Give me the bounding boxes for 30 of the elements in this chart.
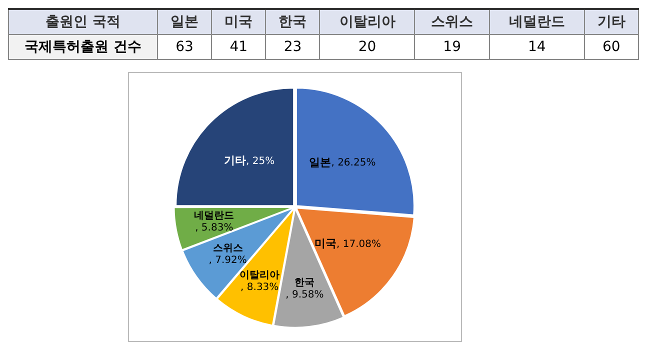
data-label: , 26.25% bbox=[331, 158, 376, 169]
slice-label: 스위스 bbox=[212, 243, 243, 254]
data-label: , 7.92% bbox=[208, 255, 247, 266]
slice-label: 일본 bbox=[309, 156, 332, 169]
data-label: 63 bbox=[158, 34, 212, 60]
category-label: 이탈리아 bbox=[320, 9, 415, 34]
category-label: 기타 bbox=[584, 9, 638, 34]
data-label: , 25% bbox=[246, 156, 275, 167]
data-label: 14 bbox=[489, 34, 584, 60]
text: 국제특허출원 건수 bbox=[8, 34, 158, 60]
category-label: 한국 bbox=[266, 9, 320, 34]
slice-label: 네덜란드 bbox=[194, 210, 234, 222]
slice-label: 이탈리아 bbox=[240, 270, 280, 281]
data-label: 23 bbox=[266, 34, 320, 60]
data-label: , 5.83% bbox=[195, 222, 234, 234]
category-label: 미국 bbox=[212, 9, 266, 34]
slice-label: 기타 bbox=[224, 154, 246, 168]
category-label: 네덜란드 bbox=[489, 9, 584, 34]
slice-label: 한국 bbox=[294, 277, 315, 288]
text: 출원인 국적 bbox=[8, 9, 158, 34]
data-label: , 8.33% bbox=[240, 282, 279, 293]
category-label: 일본 bbox=[158, 9, 212, 34]
data-label: 19 bbox=[414, 34, 490, 60]
data-label: , 9.58% bbox=[286, 289, 324, 300]
slice-label: 미국 bbox=[314, 237, 337, 250]
data-label: 41 bbox=[212, 34, 266, 60]
data-label: , 17.08% bbox=[336, 238, 382, 250]
data-label: 60 bbox=[584, 34, 638, 60]
data-label: 20 bbox=[320, 34, 415, 60]
category-label: 스위스 bbox=[414, 9, 490, 34]
